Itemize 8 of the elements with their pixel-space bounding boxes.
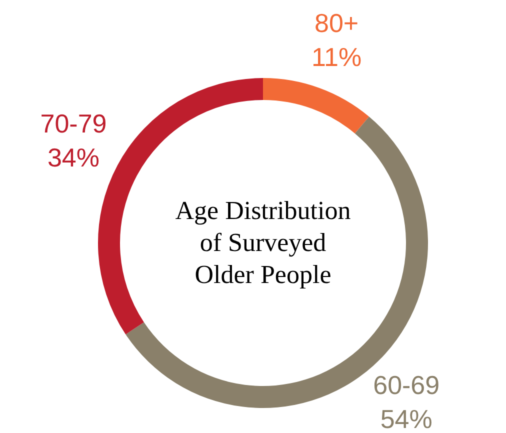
text: Age Distribution of Surveyed Older People: [175, 196, 351, 289]
slice-label: 60-69: [373, 370, 440, 400]
data-label: 11%: [311, 42, 362, 72]
slice-label: 70-79: [40, 108, 107, 138]
data-label: 54%: [380, 404, 432, 433]
donut-slice: [263, 78, 370, 134]
slice-label: 80+: [314, 8, 359, 38]
data-label: 34%: [47, 142, 100, 172]
